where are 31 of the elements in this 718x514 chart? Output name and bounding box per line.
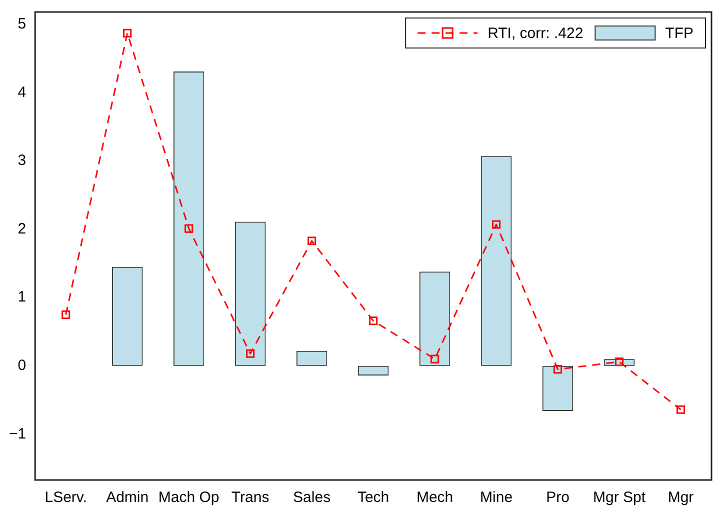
x-tick-label: Mech (416, 489, 454, 506)
point (62, 310, 70, 319)
x-tick-label: Sales (293, 489, 331, 506)
y-tick-label: 1 (18, 288, 26, 306)
x-tick-label: Mgr Spt (593, 489, 646, 506)
y-tick-label: 2 (18, 220, 26, 238)
point (614, 358, 624, 366)
legend-label: TFP (665, 25, 694, 42)
x-tick-label: Admin (106, 489, 149, 506)
point (430, 354, 440, 364)
x-tick-label: Mach Op (158, 489, 220, 506)
legend-label: RTI, corr: .422 (488, 25, 584, 42)
y-tick-label: 3 (18, 152, 26, 170)
point (553, 365, 562, 374)
y-tick-label: −1 (8, 425, 26, 442)
point (123, 28, 132, 38)
x-tick-label: LServ. (44, 489, 87, 506)
y-tick-label: 5 (18, 15, 26, 32)
point (184, 224, 194, 233)
y-tick-label: 0 (18, 357, 26, 374)
point (492, 220, 501, 229)
x-tick-label: Pro (546, 489, 570, 506)
x-tick-label: Mgr (668, 489, 694, 506)
point (369, 316, 378, 326)
x-tick-label: Mine (480, 489, 513, 506)
point (246, 349, 255, 358)
point (676, 405, 686, 414)
point (308, 236, 316, 246)
y-tick-label: 4 (18, 84, 26, 101)
x-tick-label: Trans (231, 489, 270, 506)
x-tick-label: Tech (357, 489, 390, 506)
